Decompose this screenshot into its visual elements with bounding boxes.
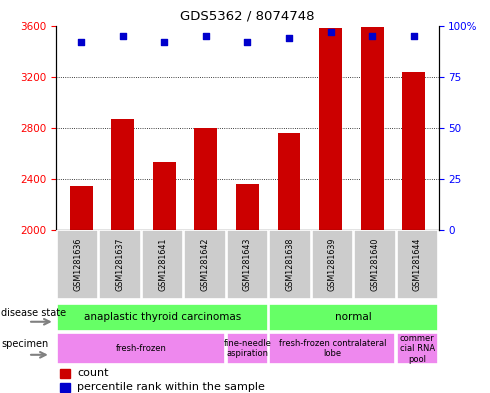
Bar — [269, 230, 311, 299]
Text: GSM1281642: GSM1281642 — [200, 237, 210, 291]
Text: disease state: disease state — [1, 308, 66, 318]
Bar — [319, 28, 342, 230]
Point — [119, 33, 127, 39]
Bar — [142, 230, 183, 299]
Text: GSM1281643: GSM1281643 — [243, 238, 252, 291]
Text: GSM1281644: GSM1281644 — [413, 238, 422, 291]
Bar — [99, 230, 141, 299]
Bar — [236, 184, 259, 230]
Point — [410, 33, 417, 39]
Bar — [354, 230, 395, 299]
Bar — [153, 162, 176, 230]
Text: anaplastic thyroid carcinomas: anaplastic thyroid carcinomas — [84, 312, 241, 322]
Title: GDS5362 / 8074748: GDS5362 / 8074748 — [180, 10, 315, 23]
Text: fresh-frozen contralateral
lobe: fresh-frozen contralateral lobe — [279, 339, 386, 358]
Text: GSM1281640: GSM1281640 — [370, 238, 379, 291]
Bar — [361, 27, 384, 230]
Bar — [227, 230, 268, 299]
Text: GSM1281637: GSM1281637 — [116, 237, 124, 291]
Point — [160, 39, 168, 45]
Bar — [57, 230, 98, 299]
Text: GSM1281641: GSM1281641 — [158, 238, 167, 291]
Bar — [57, 304, 268, 331]
Text: GSM1281636: GSM1281636 — [73, 238, 82, 291]
Bar — [277, 133, 300, 230]
Text: count: count — [77, 368, 108, 378]
Bar — [312, 230, 353, 299]
Point — [244, 39, 251, 45]
Bar — [270, 333, 395, 364]
Bar — [396, 230, 438, 299]
Bar — [70, 186, 93, 230]
Text: fine-needle
aspiration: fine-needle aspiration — [223, 339, 271, 358]
Bar — [60, 369, 70, 378]
Bar — [60, 383, 70, 392]
Bar — [184, 230, 226, 299]
Bar — [57, 333, 225, 364]
Point — [285, 35, 293, 41]
Text: GSM1281639: GSM1281639 — [328, 237, 337, 291]
Point — [77, 39, 85, 45]
Text: commer
cial RNA
pool: commer cial RNA pool — [400, 334, 435, 364]
Bar — [227, 333, 268, 364]
Text: normal: normal — [335, 312, 372, 322]
Bar — [111, 119, 134, 230]
Bar — [195, 128, 218, 230]
Text: percentile rank within the sample: percentile rank within the sample — [77, 382, 265, 392]
Bar — [397, 333, 438, 364]
Point — [368, 33, 376, 39]
Bar — [402, 72, 425, 230]
Bar — [270, 304, 438, 331]
Text: GSM1281638: GSM1281638 — [285, 238, 294, 291]
Text: specimen: specimen — [1, 339, 49, 349]
Text: fresh-frozen: fresh-frozen — [116, 344, 167, 353]
Point — [202, 33, 210, 39]
Point — [327, 29, 335, 35]
